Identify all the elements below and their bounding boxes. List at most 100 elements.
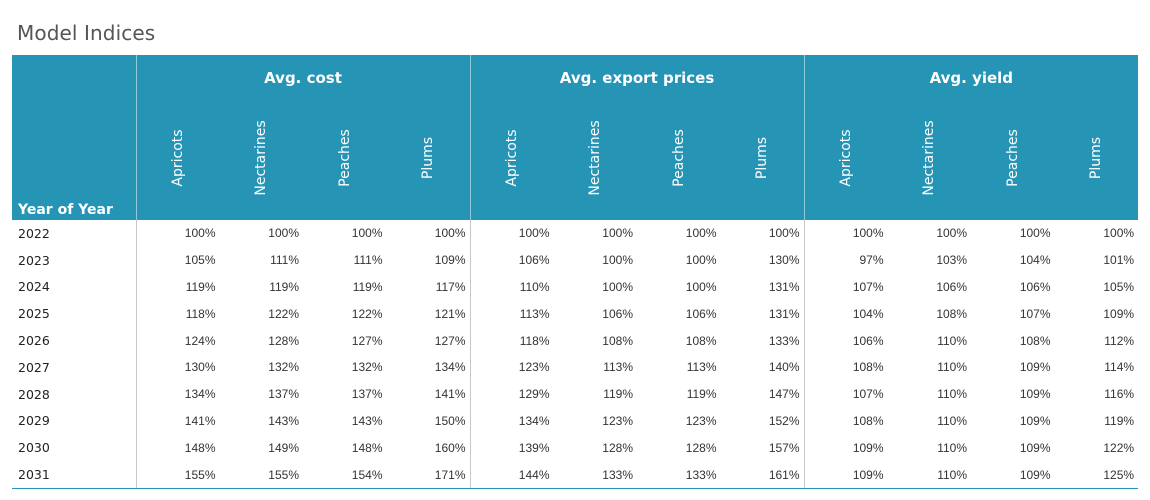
- value-cell: 119%: [1104, 413, 1135, 428]
- year-cell: 2024: [18, 279, 50, 295]
- value-cell: 122%: [268, 306, 299, 321]
- year-cell: 2022: [18, 225, 50, 241]
- indices-table: Year of Year Avg. cost Avg. export prices A…: [12, 55, 1139, 489]
- table-row: 2031 155% 155% 154% 171% 144% 133% 133% 161% 109%…: [12, 461, 1139, 489]
- value-cell: 110%: [937, 440, 968, 455]
- value-cell: 109%: [803, 434, 888, 462]
- column-header: Nectarines: [887, 101, 972, 220]
- column-header: Peaches: [303, 101, 387, 220]
- column-header: Apricots: [803, 101, 888, 220]
- value-cell: 108%: [803, 353, 888, 381]
- value-cell: 114%: [1104, 360, 1135, 375]
- table-row: 2027 130% 132% 132% 134% 123% 113% 113% 140% 108%…: [12, 353, 1138, 381]
- value-cell: 108%: [1019, 333, 1051, 348]
- value-cell: 101%: [1103, 253, 1135, 268]
- table-body: 2022 100% 100% 100% 100% 100% 100% 100% 100% 100%…: [12, 220, 1139, 489]
- table-row: 2022 100% 100% 100% 100% 100% 100% 100% 100% 100%…: [12, 220, 1138, 247]
- value-cell: 119%: [135, 273, 220, 301]
- value-cell: 109%: [1019, 360, 1051, 375]
- column-header: Nectarines: [553, 101, 637, 220]
- value-cell: 133%: [553, 461, 637, 489]
- table-row: 2028 134% 137% 137% 141% 129% 119% 119% 147% 107%…: [12, 380, 1138, 408]
- value-cell: 116%: [1104, 387, 1135, 402]
- value-cell: 127%: [434, 333, 466, 348]
- value-cell: 100%: [434, 226, 466, 241]
- value-cell: 119%: [352, 279, 383, 294]
- value-cell: 141%: [434, 387, 466, 402]
- value-cell: 123%: [602, 413, 633, 428]
- column-header-label: Apricots: [170, 128, 186, 187]
- value-cell: 108%: [602, 333, 633, 348]
- year-cell: 2027: [18, 359, 50, 375]
- year-cell: 2026: [18, 333, 50, 349]
- value-cell: 100%: [768, 226, 800, 241]
- year-cell: 2031: [12, 461, 136, 489]
- value-cell: 100%: [936, 226, 968, 241]
- value-cell: 110%: [937, 413, 968, 428]
- value-cell: 100%: [1103, 226, 1135, 241]
- group-header: Avg. cost: [135, 55, 470, 102]
- value-cell: 123%: [685, 413, 717, 428]
- value-cell: 123%: [469, 353, 554, 381]
- value-cell: 109%: [971, 461, 1055, 489]
- value-cell: 112%: [1104, 333, 1135, 348]
- value-cell: 147%: [768, 387, 800, 402]
- value-cell: 106%: [803, 327, 888, 354]
- value-cell: 106%: [685, 306, 717, 321]
- value-cell: 122%: [351, 306, 383, 321]
- value-cell: 105%: [1103, 279, 1135, 294]
- value-cell: 128%: [685, 440, 717, 455]
- year-cell: 2029: [18, 413, 50, 429]
- value-cell: 150%: [434, 413, 466, 428]
- value-cell: 111%: [270, 253, 299, 268]
- value-cell: 106%: [469, 246, 554, 274]
- column-header-label: Peaches: [1004, 128, 1021, 187]
- value-cell: 130%: [135, 353, 220, 381]
- column-header-label: Plums: [754, 136, 771, 179]
- value-cell: 110%: [937, 360, 968, 375]
- value-cell: 97%: [803, 246, 888, 274]
- value-cell: 110%: [937, 333, 968, 348]
- value-cell: 107%: [803, 380, 888, 408]
- value-cell: 109%: [434, 253, 466, 268]
- group-header: Avg. yield: [803, 55, 1139, 102]
- value-cell: 107%: [1019, 306, 1051, 321]
- value-cell: 100%: [685, 226, 717, 241]
- value-cell: 148%: [135, 434, 220, 462]
- value-cell: 100%: [602, 226, 633, 241]
- column-header: Apricots: [135, 101, 220, 220]
- group-header: Avg. export prices: [469, 55, 805, 102]
- value-cell: 139%: [469, 434, 554, 462]
- value-cell: 113%: [603, 360, 633, 375]
- value-cell: 106%: [602, 306, 633, 321]
- value-cell: 133%: [637, 461, 721, 489]
- column-header-label: Peaches: [336, 128, 353, 187]
- value-cell: 108%: [685, 333, 717, 348]
- value-cell: 113%: [686, 360, 717, 375]
- value-cell: 100%: [1019, 226, 1051, 241]
- value-cell: 118%: [135, 300, 220, 328]
- value-cell: 110%: [887, 461, 972, 489]
- value-cell: 104%: [803, 300, 888, 328]
- value-cell: 144%: [469, 461, 554, 489]
- value-cell: 132%: [268, 360, 299, 375]
- value-cell: 134%: [469, 407, 554, 435]
- value-cell: 134%: [434, 360, 466, 375]
- value-cell: 157%: [768, 440, 800, 455]
- year-cell: 2025: [18, 306, 50, 322]
- value-cell: 133%: [768, 333, 800, 348]
- value-cell: 155%: [135, 461, 220, 489]
- column-header-label: Peaches: [670, 128, 687, 187]
- value-cell: 122%: [1103, 440, 1135, 455]
- value-cell: 141%: [135, 407, 220, 435]
- value-cell: 119%: [686, 387, 717, 402]
- value-cell: 119%: [269, 279, 299, 294]
- table-header: Year of Year Avg. cost Avg. export prices A…: [12, 55, 1139, 220]
- year-cell: 2023: [18, 252, 50, 268]
- column-header: Plums: [386, 101, 470, 220]
- indices-table-container: Year of Year Avg. cost Avg. export prices A…: [12, 55, 1139, 489]
- value-cell: 160%: [434, 440, 466, 455]
- value-cell: 132%: [351, 360, 383, 375]
- value-cell: 149%: [268, 440, 299, 455]
- value-cell: 161%: [720, 461, 805, 489]
